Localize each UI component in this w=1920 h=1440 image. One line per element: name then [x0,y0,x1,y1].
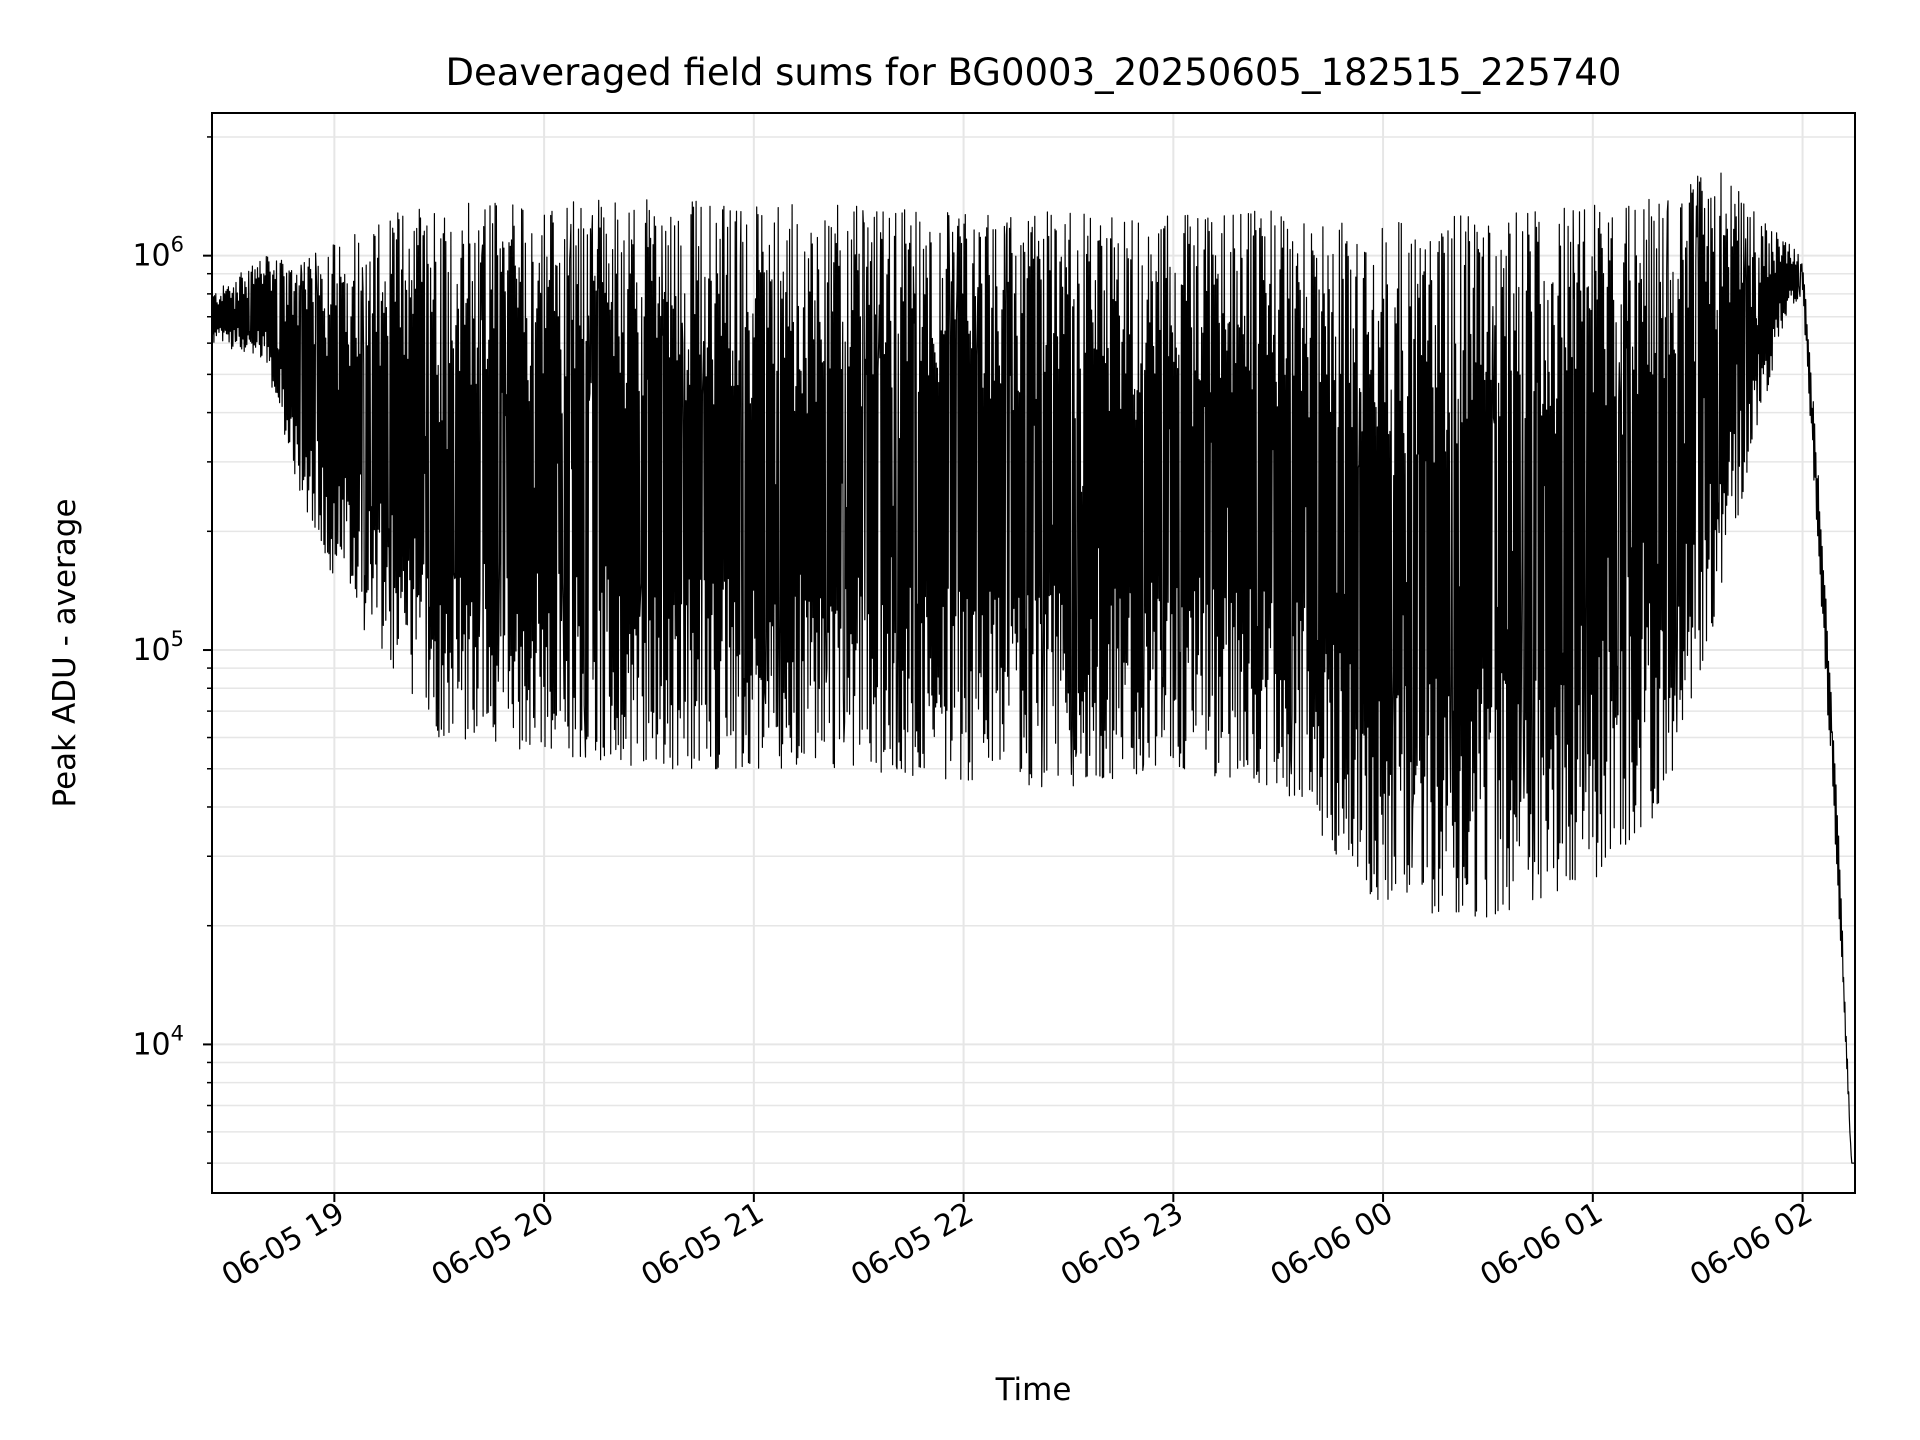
y-tick-exponent: 4 [171,1021,184,1045]
y-axis-label: Peak ADU - average [47,498,83,807]
y-tick-exponent: 5 [171,627,184,651]
series-layer [211,172,1855,1164]
chart-title: Deaveraged field sums for BG0003_2025060… [446,51,1622,94]
x-axis-label: Time [995,1372,1072,1408]
y-tick-label: 105 [132,627,184,668]
y-tick-base: 10 [132,633,170,668]
y-tick-exponent: 6 [171,233,184,257]
y-tick-label: 104 [132,1021,184,1062]
y-tick-label: 106 [132,233,184,274]
series-line [211,172,1855,1164]
y-tick-base: 10 [132,1027,170,1062]
y-tick-base: 10 [132,239,170,274]
plot-frame [211,112,1856,1194]
